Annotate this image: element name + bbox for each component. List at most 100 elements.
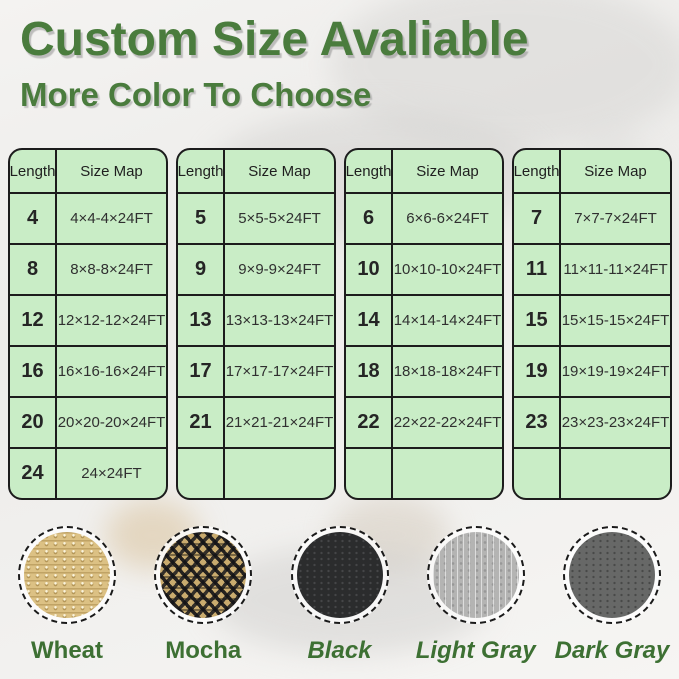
table-row: 19 19×19-19×24FT bbox=[514, 345, 670, 396]
table-row: 17 17×17-17×24FT bbox=[178, 345, 334, 396]
swatch-label: Dark Gray bbox=[554, 637, 670, 664]
table-header-row: Length Size Map bbox=[514, 150, 670, 192]
size-table: Length Size Map 7 7×7-7×24FT 11 11×11-11×24FT… bbox=[512, 148, 672, 500]
table-row: 5 5×5-5×24FT bbox=[178, 192, 334, 243]
table-header-row: Length Size Map bbox=[346, 150, 502, 192]
swatch-label: Mocha bbox=[165, 637, 242, 664]
size-map-cell: 23×23-23×24FT bbox=[561, 414, 670, 431]
length-cell: 11 bbox=[514, 245, 561, 294]
length-cell: 14 bbox=[346, 296, 393, 345]
swatch-dashed-ring bbox=[290, 526, 389, 624]
table-row: 18 18×18-18×24FT bbox=[346, 345, 502, 396]
length-cell bbox=[178, 449, 225, 498]
swatch-label: Wheat bbox=[31, 637, 103, 664]
length-cell: 5 bbox=[178, 194, 225, 243]
size-map-cell: 24×24FT bbox=[81, 465, 142, 482]
length-cell: 6 bbox=[346, 194, 393, 243]
size-map-cell: 6×6-6×24FT bbox=[406, 210, 489, 227]
column-header-size-map: Size Map bbox=[416, 162, 479, 180]
table-row: 20 20×20-20×24FT bbox=[10, 396, 166, 447]
size-table: Length Size Map 6 6×6-6×24FT 10 10×10-10×24FT… bbox=[344, 148, 504, 500]
swatch-label: Black bbox=[307, 637, 372, 664]
table-row: 14 14×14-14×24FT bbox=[346, 294, 502, 345]
page-subtitle: More Color To Choose bbox=[20, 76, 372, 113]
table-header-row: Length Size Map bbox=[10, 150, 166, 192]
table-row: 15 15×15-15×24FT bbox=[514, 294, 670, 345]
table-row: 7 7×7-7×24FT bbox=[514, 192, 670, 243]
table-row: 11 11×11-11×24FT bbox=[514, 243, 670, 294]
size-map-cell bbox=[561, 449, 670, 498]
length-cell: 15 bbox=[514, 296, 561, 345]
size-map-cell: 14×14-14×24FT bbox=[393, 312, 502, 329]
color-swatch-dark-gray: Dark Gray bbox=[551, 526, 673, 665]
length-cell: 20 bbox=[10, 398, 57, 447]
fabric-texture-light-gray bbox=[432, 532, 519, 618]
table-row: 23 23×23-23×24FT bbox=[514, 396, 670, 447]
size-map-cell bbox=[393, 449, 502, 498]
color-swatches: Wheat Mocha Black Light Gray Dark Gray bbox=[0, 526, 679, 665]
column-header-length: Length bbox=[178, 150, 225, 192]
fabric-texture-black bbox=[296, 532, 383, 618]
length-cell: 23 bbox=[514, 398, 561, 447]
table-row: 16 16×16-16×24FT bbox=[10, 345, 166, 396]
size-map-cell: 21×21-21×24FT bbox=[225, 414, 334, 431]
length-cell bbox=[514, 449, 561, 498]
table-row bbox=[178, 447, 334, 498]
size-map-cell: 20×20-20×24FT bbox=[57, 414, 166, 431]
length-cell: 4 bbox=[10, 194, 57, 243]
swatch-dashed-ring bbox=[18, 526, 116, 624]
table-row: 24 24×24FT bbox=[10, 447, 166, 498]
size-map-cell: 13×13-13×24FT bbox=[225, 312, 334, 329]
length-cell: 12 bbox=[10, 296, 57, 345]
table-row: 9 9×9-9×24FT bbox=[178, 243, 334, 294]
header-block: Custom Size Avaliable More Color To Choo… bbox=[20, 12, 529, 114]
column-header-length: Length bbox=[10, 150, 57, 192]
table-row: 8 8×8-8×24FT bbox=[10, 243, 166, 294]
length-cell: 8 bbox=[10, 245, 57, 294]
table-row: 12 12×12-12×24FT bbox=[10, 294, 166, 345]
size-table: Length Size Map 5 5×5-5×24FT 9 9×9-9×24FT 13 13… bbox=[176, 148, 336, 500]
size-map-cell: 19×19-19×24FT bbox=[561, 363, 670, 380]
length-cell: 16 bbox=[10, 347, 57, 396]
swatch-dashed-ring bbox=[154, 526, 253, 624]
table-row: 22 22×22-22×24FT bbox=[346, 396, 502, 447]
length-cell: 17 bbox=[178, 347, 225, 396]
size-map-cell: 16×16-16×24FT bbox=[57, 363, 166, 380]
table-row: 21 21×21-21×24FT bbox=[178, 396, 334, 447]
length-cell: 7 bbox=[514, 194, 561, 243]
table-row: 4 4×4-4×24FT bbox=[10, 192, 166, 243]
length-cell: 22 bbox=[346, 398, 393, 447]
column-header-length: Length bbox=[514, 150, 561, 192]
size-map-cell: 22×22-22×24FT bbox=[393, 414, 502, 431]
swatch-label: Light Gray bbox=[415, 637, 536, 664]
size-map-cell: 11×11-11×24FT bbox=[563, 261, 668, 278]
length-cell: 19 bbox=[514, 347, 561, 396]
color-swatch-light-gray: Light Gray bbox=[415, 526, 537, 665]
size-map-cell: 15×15-15×24FT bbox=[561, 312, 670, 329]
table-row bbox=[346, 447, 502, 498]
color-swatch-mocha: Mocha bbox=[142, 526, 264, 665]
page-title: Custom Size Avaliable bbox=[20, 13, 529, 66]
size-map-cell: 17×17-17×24FT bbox=[225, 363, 334, 380]
length-cell: 10 bbox=[346, 245, 393, 294]
length-cell: 18 bbox=[346, 347, 393, 396]
table-row: 13 13×13-13×24FT bbox=[178, 294, 334, 345]
table-row: 6 6×6-6×24FT bbox=[346, 192, 502, 243]
size-map-cell bbox=[225, 449, 334, 498]
size-map-cell: 4×4-4×24FT bbox=[70, 210, 153, 227]
fabric-texture-mocha bbox=[160, 532, 247, 618]
length-cell: 21 bbox=[178, 398, 225, 447]
length-cell bbox=[346, 449, 393, 498]
column-header-size-map: Size Map bbox=[248, 162, 311, 180]
fabric-texture-dark-gray bbox=[569, 532, 655, 618]
swatch-dashed-ring bbox=[563, 526, 661, 624]
color-swatch-black: Black bbox=[279, 526, 401, 665]
size-map-cell: 18×18-18×24FT bbox=[393, 363, 502, 380]
table-row: 10 10×10-10×24FT bbox=[346, 243, 502, 294]
size-map-cell: 10×10-10×24FT bbox=[393, 261, 502, 278]
color-swatch-wheat: Wheat bbox=[6, 526, 128, 665]
table-header-row: Length Size Map bbox=[178, 150, 334, 192]
column-header-size-map: Size Map bbox=[584, 162, 647, 180]
size-map-cell: 7×7-7×24FT bbox=[574, 210, 657, 227]
